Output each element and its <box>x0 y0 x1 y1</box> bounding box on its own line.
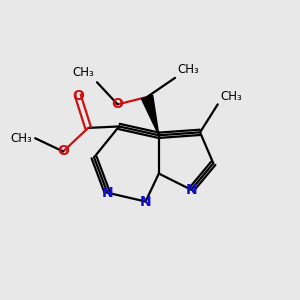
Text: N: N <box>185 183 197 197</box>
Text: CH₃: CH₃ <box>11 132 32 145</box>
Text: CH₃: CH₃ <box>220 90 242 103</box>
Polygon shape <box>141 95 159 135</box>
Text: O: O <box>72 88 84 103</box>
Text: CH₃: CH₃ <box>72 66 94 79</box>
Text: CH₃: CH₃ <box>177 63 199 76</box>
Text: N: N <box>140 194 152 208</box>
Text: O: O <box>57 145 69 158</box>
Text: O: O <box>112 98 124 111</box>
Text: N: N <box>101 186 113 200</box>
